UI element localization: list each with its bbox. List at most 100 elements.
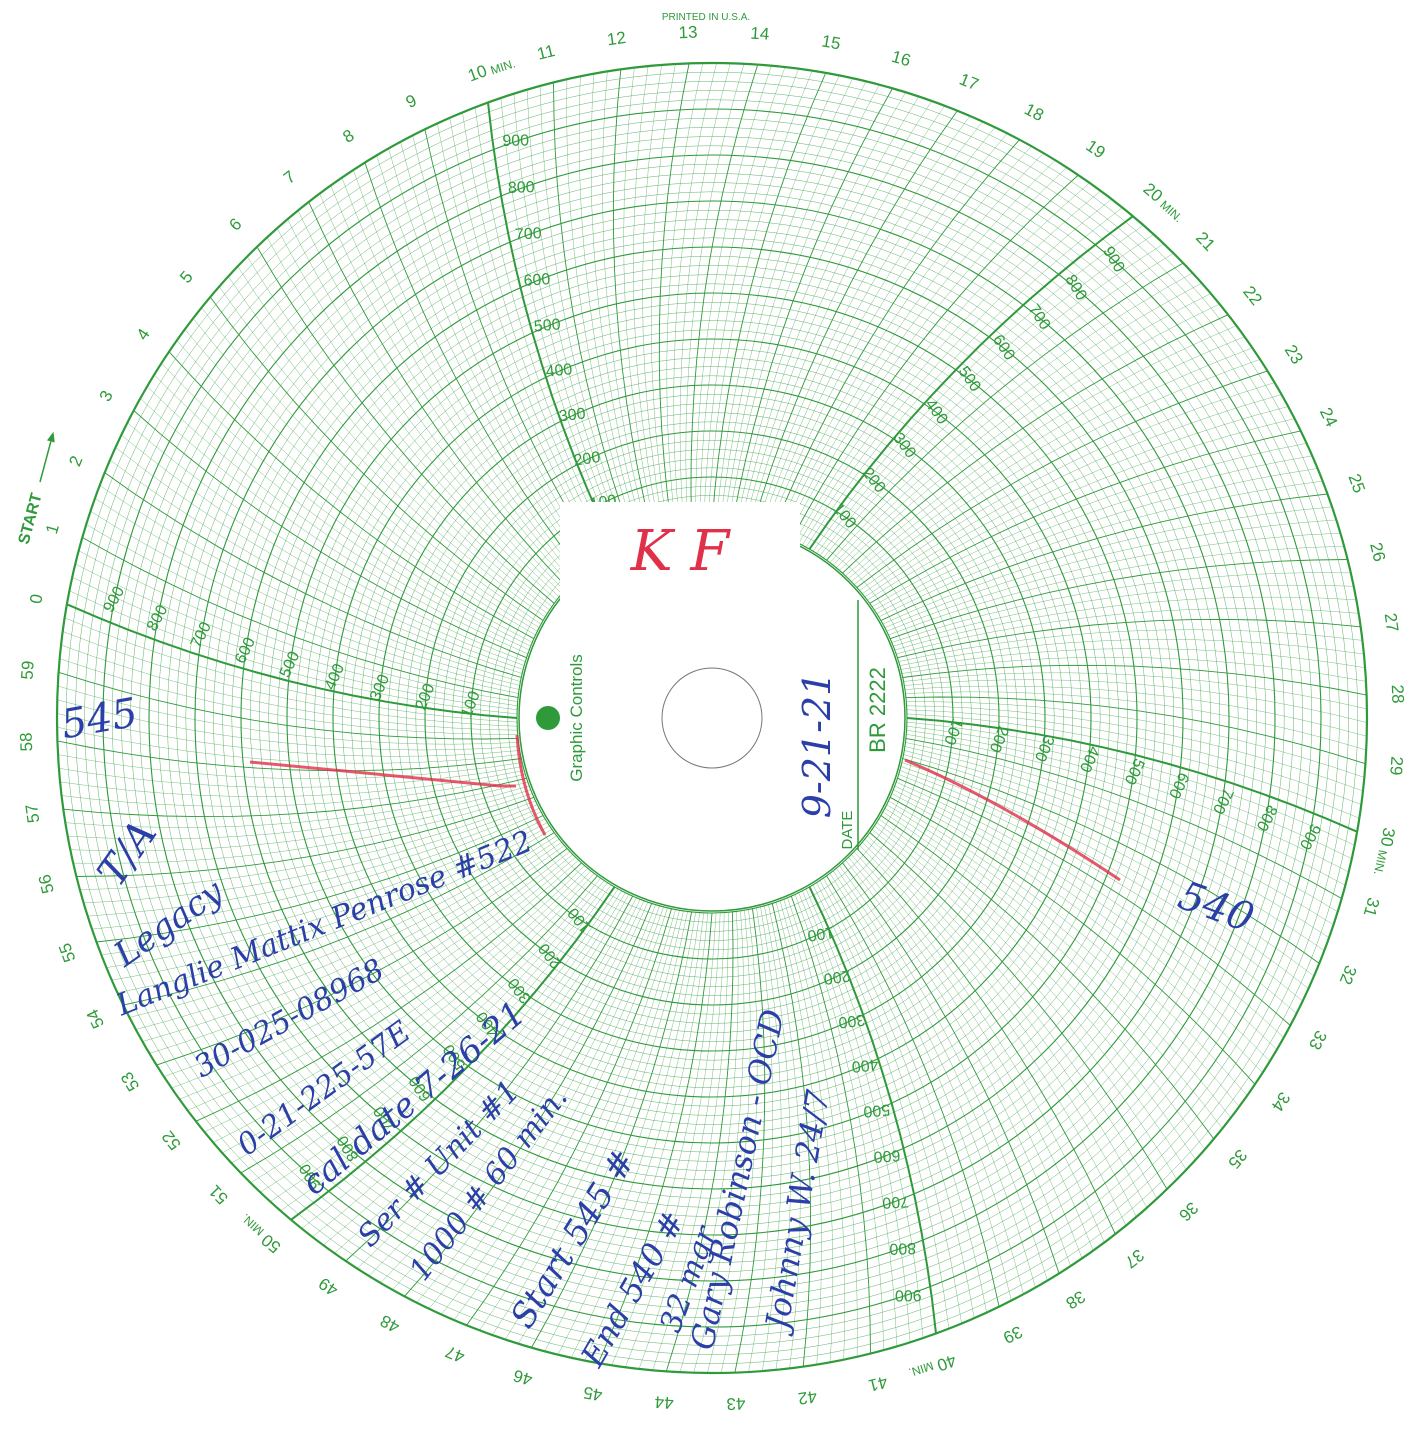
minute-line <box>345 895 634 1262</box>
minute-line <box>889 559 1348 640</box>
center-hole <box>661 667 763 769</box>
minute-line <box>812 225 1144 552</box>
minute-line <box>891 572 1351 643</box>
minute-line <box>117 829 552 993</box>
minute-line <box>884 808 1232 1118</box>
minute-line <box>905 742 1338 912</box>
minute-label: 56 <box>35 872 58 895</box>
minute-line <box>129 835 557 1018</box>
ring <box>360 366 1064 1070</box>
minute-line <box>301 888 619 1229</box>
ring <box>231 237 1193 1199</box>
ring <box>489 495 935 941</box>
minute-line <box>62 631 518 727</box>
minute-line <box>276 228 560 598</box>
minute-line <box>764 905 791 1370</box>
minute-line <box>859 382 1275 591</box>
minute-line <box>566 79 637 539</box>
minute-line <box>341 177 576 579</box>
minute-line <box>902 758 1320 964</box>
minute-label: 16 <box>889 47 912 70</box>
minute-line <box>794 182 1090 542</box>
minute-line <box>886 532 1341 632</box>
scale-label: 800 <box>889 1239 916 1257</box>
minute-line <box>707 910 751 1374</box>
minute-line <box>353 169 579 577</box>
minute-line <box>101 818 546 956</box>
minute-label: 58 <box>17 732 37 752</box>
minute-line <box>802 198 1112 546</box>
minute-line <box>526 89 626 544</box>
minute-line <box>658 63 690 528</box>
minute-line <box>805 888 924 1339</box>
minute-line <box>638 912 725 1369</box>
minute-line <box>123 832 555 1006</box>
minute-line <box>666 63 704 527</box>
ring <box>222 228 1202 1208</box>
minute-line <box>364 162 582 574</box>
minute-line <box>893 584 1354 647</box>
minute-line <box>832 870 1024 1295</box>
minute-line <box>829 272 1193 563</box>
minute-line <box>437 123 601 558</box>
minute-line <box>836 293 1211 568</box>
minute-line <box>720 909 758 1373</box>
ring <box>479 485 945 951</box>
minute-line <box>768 133 1008 532</box>
minute-line <box>163 851 571 1077</box>
minute-line <box>209 296 544 621</box>
minute-line <box>441 906 664 1315</box>
minute-line <box>60 770 525 797</box>
ring <box>102 108 1322 1328</box>
minute-line <box>187 859 579 1111</box>
minute-line <box>192 318 540 628</box>
minute-line <box>146 386 530 651</box>
minute-line <box>836 868 1036 1288</box>
minute-line <box>867 835 1158 1199</box>
minute-line <box>531 911 693 1348</box>
minute-line <box>78 550 518 702</box>
minute-label: 43 <box>726 1394 746 1414</box>
minute-line <box>133 410 527 659</box>
minute-line <box>744 100 932 526</box>
minute-line <box>906 705 1363 792</box>
start-arrow-head <box>47 431 55 443</box>
minute-line <box>312 890 622 1238</box>
ring <box>176 182 1248 1254</box>
minute-line <box>867 418 1295 601</box>
minute-line <box>140 398 528 655</box>
minute-line <box>903 754 1325 951</box>
minute-label: 14 <box>750 24 770 44</box>
minute-line <box>783 159 1056 537</box>
minute-line <box>798 892 898 1347</box>
minute-line <box>179 857 576 1100</box>
minute-line <box>63 777 527 818</box>
minute-line <box>693 910 745 1373</box>
minute-line <box>57 740 522 772</box>
minute-line <box>104 472 522 678</box>
minute-line <box>904 750 1330 938</box>
minute-line <box>240 875 598 1174</box>
minute-line <box>816 234 1154 554</box>
minute-line <box>287 219 562 594</box>
minute-line <box>297 210 565 591</box>
minute-line <box>487 102 616 550</box>
minute-line <box>864 838 1148 1208</box>
minute-line <box>829 873 1012 1301</box>
minute-line <box>882 506 1333 625</box>
minute-label: 42 <box>797 1387 818 1408</box>
minute-line <box>903 672 1367 710</box>
scale-label: 100 <box>806 923 835 944</box>
minute-line <box>787 167 1067 539</box>
minute-line <box>756 115 971 529</box>
minute-line <box>323 892 626 1246</box>
minute-line <box>237 266 550 611</box>
ring <box>378 384 1046 1052</box>
minute-line <box>826 262 1184 561</box>
minute-line <box>898 774 1297 1014</box>
minute-line <box>111 825 550 981</box>
minute-line <box>270 882 608 1202</box>
minute-line <box>905 691 1367 751</box>
minute-line <box>897 777 1291 1026</box>
minute-label: 28 <box>1388 684 1408 704</box>
